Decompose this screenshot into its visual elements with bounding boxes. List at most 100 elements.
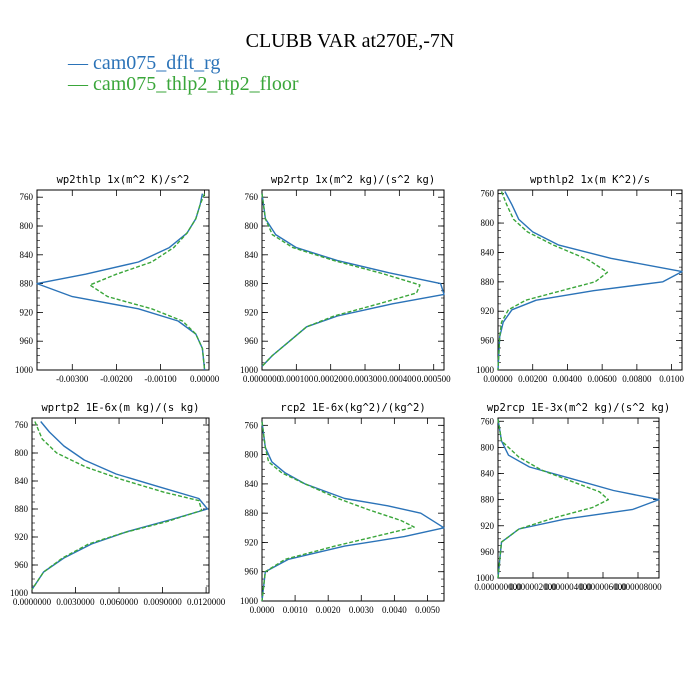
plot-frame [261, 189, 445, 371]
plot-frame [497, 189, 683, 371]
y-tick-label: 1000 [10, 588, 29, 598]
series-line-floor [497, 419, 609, 579]
x-tick-label: 0.000008000 [614, 582, 662, 592]
x-tick-label: -0.00300 [56, 374, 89, 384]
y-tick-label: 760 [245, 420, 259, 430]
y-tick-label: 920 [20, 307, 34, 317]
series-line-floor [261, 193, 421, 367]
x-tick-label: 0.00200 [518, 374, 548, 384]
series-line-dflt [36, 193, 206, 371]
chart-title: CLUBB VAR at270E,-7N [245, 30, 455, 52]
y-tick-label: 840 [15, 476, 29, 486]
y-tick-label: 840 [245, 479, 259, 489]
plot-panel-5: rcp2 1E-6x(kg^2)/(kg^2) 760 800 840 880 920 96… [240, 402, 445, 615]
plot-frame [261, 417, 445, 602]
y-tick-label: 800 [20, 221, 34, 231]
x-tick-label: 0.00000 [483, 374, 513, 384]
y-tick-label: 760 [20, 192, 34, 202]
y-tick-label: 800 [481, 442, 495, 452]
x-tick-label: 0.000400 [382, 374, 416, 384]
legend-entry-dflt: — cam075_dflt_rg [68, 52, 220, 75]
x-tick-label: 0.0000 [250, 605, 275, 615]
plot-title: rcp2 1E-6x(kg^2)/(kg^2) [280, 402, 425, 414]
x-tick-label: 0.0050 [415, 605, 440, 615]
y-tick-label: 800 [481, 218, 495, 228]
y-tick-label: 920 [15, 532, 29, 542]
legend-line-dflt-icon: — [68, 52, 88, 74]
y-tick-label: 760 [15, 420, 29, 430]
x-tick-label: 0.0000000 [243, 374, 282, 384]
series-line-floor [497, 191, 609, 371]
y-tick-label: 920 [481, 306, 495, 316]
y-tick-label: 880 [481, 495, 495, 505]
plot-title: wpthlp2 1x(m K^2)/s [530, 174, 650, 186]
y-tick-label: 800 [15, 448, 29, 458]
y-tick-label: 760 [245, 192, 259, 202]
y-tick-label: 840 [481, 469, 495, 479]
x-tick-label: 0.0120000 [187, 597, 226, 607]
y-tick-label: 1000 [240, 596, 259, 606]
x-tick-label: 0.000004000 [544, 582, 592, 592]
series-line-dflt [497, 419, 660, 579]
plot-panel-3: wpthlp2 1x(m K^2)/s 760 800 840 880 920 960 100… [476, 174, 684, 384]
legend-line-floor-icon: — [68, 73, 88, 95]
x-tick-label: 0.00000 [190, 374, 220, 384]
legend-entry-floor: — cam075_thlp2_rtp2_floor [68, 73, 299, 96]
x-tick-label: 0.00400 [553, 374, 583, 384]
y-tick-label: 880 [20, 279, 34, 289]
series-line-dflt [261, 193, 445, 367]
series-line-floor [31, 421, 203, 590]
plot-title: wp2thlp 1x(m^2 K)/s^2 [57, 174, 190, 186]
y-tick-label: 880 [245, 508, 259, 518]
plot-panel-6: wp2rcp 1E-3x(m^2 kg)/(s^2 kg) 760 800 840 88… [474, 402, 670, 592]
series-line-floor [89, 193, 206, 371]
y-tick-label: 840 [245, 250, 259, 260]
x-tick-label: 0.0030000 [56, 597, 95, 607]
series-line-dflt [261, 421, 445, 602]
y-tick-label: 960 [245, 567, 259, 577]
x-tick-label: 0.000300 [348, 374, 382, 384]
y-tick-label: 760 [481, 416, 495, 426]
y-tick-label: 840 [481, 247, 495, 257]
plot-title: wp2rcp 1E-3x(m^2 kg)/(s^2 kg) [487, 402, 670, 414]
y-tick-label: 800 [245, 450, 259, 460]
y-tick-label: 880 [15, 504, 29, 514]
y-tick-label: 760 [481, 189, 495, 199]
y-tick-label: 880 [481, 277, 495, 287]
series-line-dflt [497, 191, 683, 371]
plot-title: wprtp2 1E-6x(m kg)/(s kg) [41, 402, 199, 414]
y-tick-label: 1000 [240, 365, 259, 375]
plot-frame [36, 189, 210, 371]
x-tick-label: 0.000100 [279, 374, 313, 384]
x-tick-label: 0.000000000 [474, 582, 522, 592]
plot-panel-4: wprtp2 1E-6x(m kg)/(s kg) 760 800 840 880 920… [10, 402, 226, 607]
x-tick-label: 0.000200 [314, 374, 348, 384]
x-tick-label: -0.00200 [100, 374, 133, 384]
x-tick-label: 0.0040 [382, 605, 407, 615]
x-tick-label: 0.0060000 [100, 597, 139, 607]
plot-frame [497, 417, 660, 579]
y-tick-label: 880 [245, 279, 259, 289]
x-tick-label: 0.0010 [283, 605, 308, 615]
y-tick-label: 960 [481, 336, 495, 346]
x-tick-label: 0.0020 [316, 605, 341, 615]
x-tick-label: 0.00800 [622, 374, 652, 384]
y-tick-label: 960 [481, 547, 495, 557]
plot-panel-1: wp2thlp 1x(m^2 K)/s^2 760 800 840 880 920 960 1… [15, 174, 220, 384]
legend-label-dflt: cam075_dflt_rg [93, 52, 221, 74]
y-tick-label: 960 [15, 560, 29, 570]
plot-panel-2: wp2rtp 1x(m^2 kg)/(s^2 kg) 760 800 840 880 92… [240, 174, 451, 384]
x-tick-label: 0.000006000 [579, 582, 627, 592]
x-tick-label: -0.00100 [144, 374, 177, 384]
x-tick-label: 0.000500 [417, 374, 451, 384]
y-tick-label: 920 [245, 307, 259, 317]
plot-frame [31, 417, 210, 594]
y-tick-label: 920 [481, 521, 495, 531]
y-tick-label: 800 [245, 221, 259, 231]
series-line-floor [261, 421, 415, 602]
x-tick-label: 0.0100 [659, 374, 684, 384]
x-tick-label: 0.000002000 [509, 582, 557, 592]
y-tick-label: 960 [245, 336, 259, 346]
series-line-dflt [31, 421, 209, 590]
